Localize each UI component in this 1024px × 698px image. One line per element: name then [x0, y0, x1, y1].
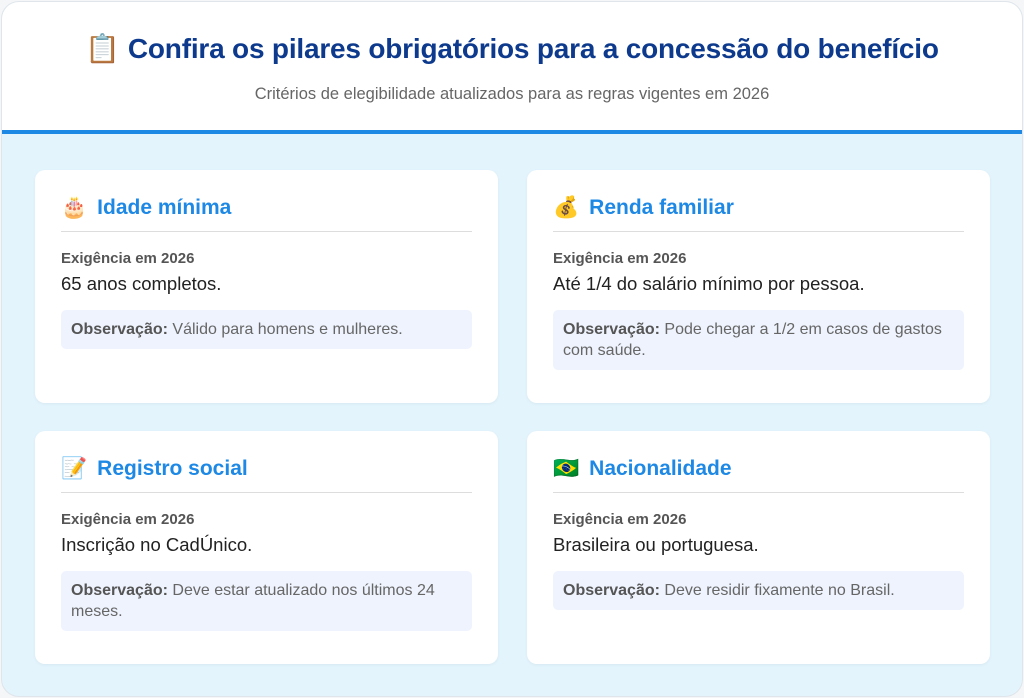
observation-text: Válido para homens e mulheres. [172, 321, 403, 338]
observation-text: Pode chegar a 1/2 em casos de gastos com… [563, 321, 942, 359]
card-renda-familiar: 💰 Renda familiar Exigência em 2026 Até 1/… [527, 170, 990, 403]
card-registro-social: 📝 Registro social Exigência em 2026 Inscr… [35, 431, 498, 664]
requirement-value: Brasileira ou portuguesa. [553, 534, 759, 555]
card-title-text: Nacionalidade [589, 457, 732, 480]
observation-label: Observação: [563, 582, 660, 599]
observation-label: Observação: [71, 582, 168, 599]
birthday-cake-icon: 🎂 [61, 196, 88, 219]
card-title-text: Registro social [97, 457, 248, 480]
memo-icon: 📝 [61, 457, 88, 480]
page-subtitle: Critérios de elegibilidade atualizados p… [254, 85, 770, 103]
card-title: 💰 Renda familiar [553, 196, 964, 232]
requirement-value: 65 anos completos. [61, 273, 222, 294]
money-bag-icon: 💰 [553, 196, 580, 219]
requirement-label: Exigência em 2026 [553, 511, 687, 528]
card-title: 🇧🇷 Nacionalidade [553, 457, 964, 493]
card-title-text: Idade mínima [97, 196, 232, 219]
page-title: 📋 Confira os pilares obrigatórios para a … [2, 32, 1022, 65]
header: 📋 Confira os pilares obrigatórios para a … [2, 2, 1022, 134]
observation-label: Observação: [71, 321, 168, 338]
observation-box: Observação: Deve estar atualizado nos úl… [61, 571, 472, 631]
card-nacionalidade: 🇧🇷 Nacionalidade Exigência em 2026 Brasil… [527, 431, 990, 664]
requirement-label: Exigência em 2026 [553, 250, 687, 267]
card-title: 📝 Registro social [61, 457, 472, 493]
card-idade-minima: 🎂 Idade mínima Exigência em 2026 65 anos … [35, 170, 498, 403]
requirement-value: Até 1/4 do salário mínimo por pessoa. [553, 273, 865, 294]
card-title-text: Renda familiar [589, 196, 734, 219]
page-title-text: Confira os pilares obrigatórios para a c… [127, 33, 939, 64]
requirement-label: Exigência em 2026 [61, 250, 195, 267]
observation-text: Deve residir fixamente no Brasil. [664, 582, 895, 599]
observation-box: Observação: Válido para homens e mulhere… [61, 310, 472, 349]
clipboard-icon: 📋 [85, 33, 120, 64]
card-title: 🎂 Idade mínima [61, 196, 472, 232]
requirement-value: Inscrição no CadÚnico. [61, 534, 253, 555]
observation-label: Observação: [563, 321, 660, 338]
observation-text: Deve estar atualizado nos últimos 24 mes… [71, 582, 435, 620]
brazil-flag-icon: 🇧🇷 [553, 457, 580, 480]
requirement-label: Exigência em 2026 [61, 511, 195, 528]
observation-box: Observação: Pode chegar a 1/2 em casos d… [553, 310, 964, 370]
observation-box: Observação: Deve residir fixamente no Br… [553, 571, 964, 610]
